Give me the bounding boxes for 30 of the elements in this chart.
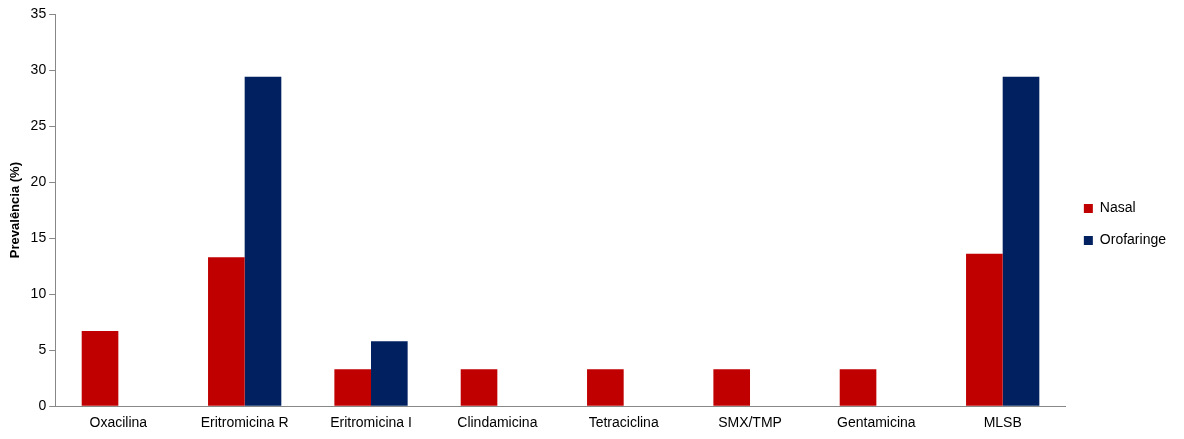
y-tick-label: 30 bbox=[30, 60, 47, 77]
y-tick-label: 25 bbox=[30, 116, 47, 133]
bar bbox=[839, 369, 877, 406]
x-tick-label: Eritromicina I bbox=[330, 414, 412, 431]
bar bbox=[587, 369, 624, 406]
bar bbox=[713, 369, 751, 406]
y-tick-label: 0 bbox=[38, 397, 47, 414]
bar bbox=[81, 331, 119, 406]
bar bbox=[371, 341, 408, 406]
y-tick-label: 35 bbox=[30, 4, 47, 21]
bar bbox=[460, 369, 498, 406]
y-tick-label: 5 bbox=[38, 341, 47, 358]
bar bbox=[244, 76, 282, 406]
bar bbox=[334, 369, 372, 406]
x-tick-label: Oxacilina bbox=[89, 414, 148, 431]
legend-label: Nasal bbox=[1099, 199, 1136, 216]
bar bbox=[1002, 76, 1040, 406]
x-tick-label: SMX/TMP bbox=[718, 414, 782, 431]
y-tick-label: 10 bbox=[30, 285, 47, 301]
bar bbox=[966, 253, 1003, 406]
x-tick-label: MLSB bbox=[983, 414, 1022, 431]
y-tick-label: 20 bbox=[30, 172, 47, 189]
x-tick-label: Clindamicina bbox=[457, 414, 538, 431]
x-tick-label: Tetraciclina bbox=[588, 414, 659, 431]
x-tick-label: Eritromicina R bbox=[200, 414, 289, 431]
bar bbox=[208, 257, 245, 406]
y-tick-label: 15 bbox=[30, 228, 47, 245]
y-axis-title: Prevalência (%) bbox=[7, 162, 23, 259]
x-tick-label: Gentamicina bbox=[837, 414, 916, 431]
legend-label: Orofaringe bbox=[1099, 231, 1167, 248]
